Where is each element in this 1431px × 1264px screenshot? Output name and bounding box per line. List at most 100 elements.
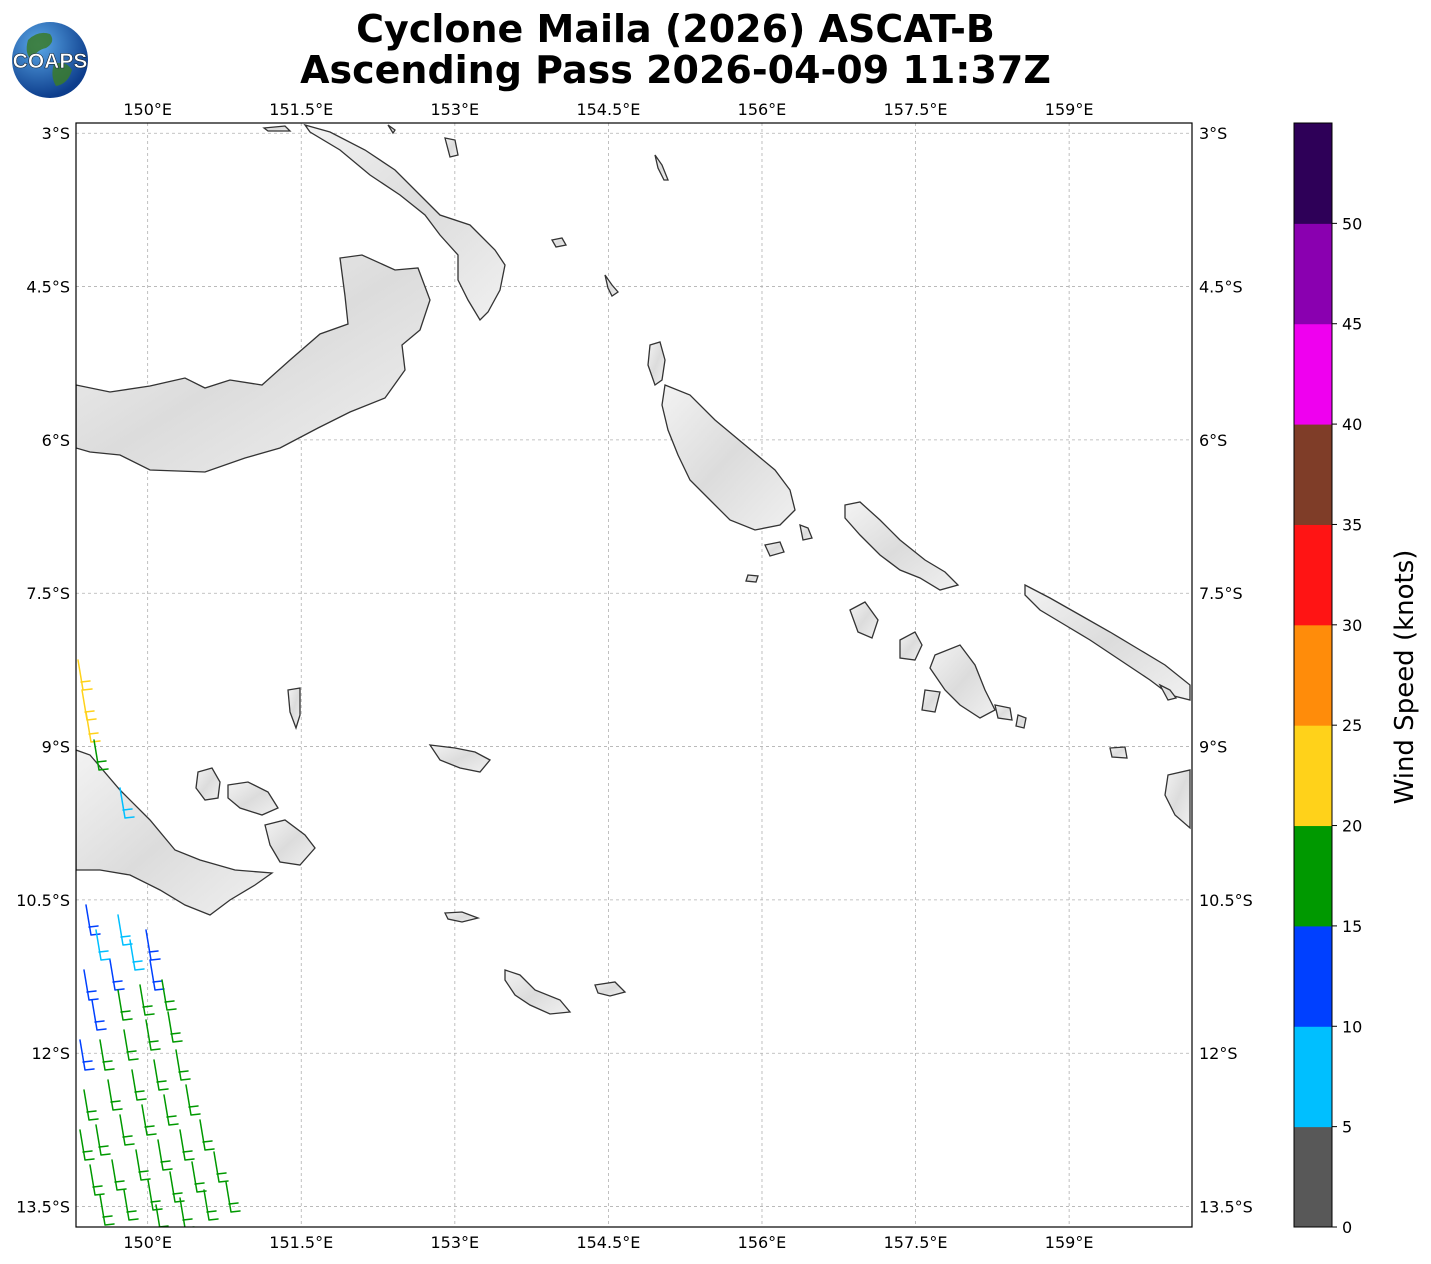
colorbar-segment <box>1294 123 1332 224</box>
east-island <box>1164 769 1191 830</box>
wind-barb <box>147 1179 163 1211</box>
wind-barb <box>185 1084 201 1116</box>
kolombangara <box>899 631 923 661</box>
new-georgia <box>929 644 996 719</box>
goodenough <box>195 767 221 801</box>
bougainville <box>661 384 796 531</box>
island-c <box>550 237 568 248</box>
lon-tick-label-bottom: 159°E <box>1045 1233 1094 1252</box>
choiseul <box>844 501 960 591</box>
coaps-logo: COAPS <box>12 22 88 98</box>
colorbar-segment <box>1294 825 1332 927</box>
colorbar-tick-label: 20 <box>1342 817 1362 836</box>
wind-barbs <box>77 659 241 1227</box>
wind-barb <box>91 999 107 1031</box>
wind-speed-colorbar <box>1293 122 1333 1228</box>
lat-tick-label-left: 12°S <box>31 1044 70 1063</box>
lon-tick-label-top: 156°E <box>738 100 787 119</box>
lat-tick-label-right: 7.5°S <box>1199 584 1243 603</box>
colorbar-tick-label: 25 <box>1342 716 1362 735</box>
island-j <box>799 523 813 541</box>
mussau-area <box>444 137 459 158</box>
latitude-ticks-right: 3°S 4.5°S 6°S 7.5°S 9°S 10.5°S 12°S 13.5°S <box>1199 124 1253 1216</box>
map-frame <box>75 122 1193 1228</box>
lon-tick-label-bottom: 150°E <box>123 1233 172 1252</box>
wind-barb <box>81 689 97 721</box>
map-axes <box>76 123 1192 1227</box>
lat-tick-label-left: 6°S <box>42 431 70 450</box>
lon-tick-label-top: 150°E <box>123 100 172 119</box>
lat-tick-label-left: 10.5°S <box>16 891 70 910</box>
vella-lavella <box>849 601 879 639</box>
lon-tick-label-bottom: 151.5°E <box>269 1233 333 1252</box>
longitude-ticks-bottom: 150°E 151.5°E 153°E 154.5°E 156°E 157.5°E 159°… <box>123 1233 1093 1252</box>
wind-barb <box>119 1114 135 1146</box>
wind-barb <box>175 1049 191 1081</box>
wind-barb <box>77 659 93 691</box>
wind-barb <box>179 1129 195 1161</box>
wind-barb <box>149 959 165 991</box>
colorbar-segment <box>1294 725 1332 827</box>
wind-barb <box>167 1011 183 1043</box>
wind-barb <box>139 984 155 1016</box>
colorbar-tick-label: 15 <box>1342 917 1362 936</box>
lon-tick-label-top: 157.5°E <box>884 100 948 119</box>
wind-barb <box>135 1149 151 1181</box>
lon-tick-label-top: 154.5°E <box>576 100 640 119</box>
colorbar-ticks: 0 5 10 15 20 25 30 35 40 45 50 <box>1332 214 1362 1237</box>
rendova <box>921 689 941 713</box>
wind-barb <box>161 979 177 1011</box>
land-masses <box>76 123 1191 1015</box>
wind-barb <box>131 1069 147 1101</box>
woodlark <box>428 744 492 773</box>
longitude-ticks-top: 150°E 151.5°E 153°E 154.5°E 156°E 157.5°E 159°… <box>123 100 1093 119</box>
treasury <box>745 574 759 583</box>
island-h <box>1109 746 1128 759</box>
lat-tick-label-right: 3°S <box>1199 124 1227 143</box>
misima <box>443 911 481 923</box>
lat-tick-label-right: 10.5°S <box>1199 891 1253 910</box>
wind-barb <box>107 1079 123 1111</box>
png-mainland-tail <box>76 749 274 916</box>
buka <box>647 341 666 387</box>
lon-tick-label-bottom: 154.5°E <box>576 1233 640 1252</box>
wind-barb <box>191 1161 207 1193</box>
lat-tick-label-right: 13.5°S <box>1199 1198 1253 1217</box>
small-island-a <box>994 704 1013 721</box>
wind-barb <box>213 1151 229 1183</box>
lat-tick-label-left: 7.5°S <box>26 584 70 603</box>
wind-barb <box>83 969 99 1001</box>
santa-isabel <box>1024 583 1191 701</box>
colorbar-segment <box>1294 624 1332 726</box>
lat-tick-label-left: 13.5°S <box>16 1198 70 1217</box>
wind-barb <box>163 1094 179 1126</box>
wind-barb <box>129 939 145 971</box>
wind-barb <box>99 1194 115 1226</box>
wind-barb <box>111 1159 127 1191</box>
lon-tick-label-bottom: 157.5°E <box>884 1233 948 1252</box>
wind-barb <box>169 1171 185 1203</box>
colorbar-tick-label: 50 <box>1342 214 1362 233</box>
wind-barb <box>95 1124 111 1156</box>
lon-tick-label-top: 153°E <box>430 100 479 119</box>
kiriwina <box>287 687 301 731</box>
lat-tick-label-right: 9°S <box>1199 738 1227 757</box>
wind-barb <box>83 1089 99 1121</box>
colorbar-tick-label: 5 <box>1342 1118 1352 1137</box>
small-island-b <box>1015 714 1027 729</box>
island-g <box>387 124 396 135</box>
colorbar-segment <box>1294 323 1332 425</box>
wind-barb <box>79 1039 95 1071</box>
lat-tick-label-left: 3°S <box>42 124 70 143</box>
wind-barb <box>117 989 133 1021</box>
lon-tick-label-bottom: 156°E <box>738 1233 787 1252</box>
wind-barb <box>225 1181 241 1213</box>
lat-tick-label-left: 4.5°S <box>26 278 70 297</box>
colorbar-tick-label: 10 <box>1342 1017 1362 1036</box>
wind-barb <box>85 711 101 743</box>
wind-barb <box>95 929 111 961</box>
colorbar-tick-label: 0 <box>1342 1218 1352 1237</box>
tagula <box>504 969 572 1015</box>
wind-barb <box>109 959 125 991</box>
latitude-ticks-left: 3°S 4.5°S 6°S 7.5°S 9°S 10.5°S 12°S 13.5°S <box>16 124 70 1216</box>
